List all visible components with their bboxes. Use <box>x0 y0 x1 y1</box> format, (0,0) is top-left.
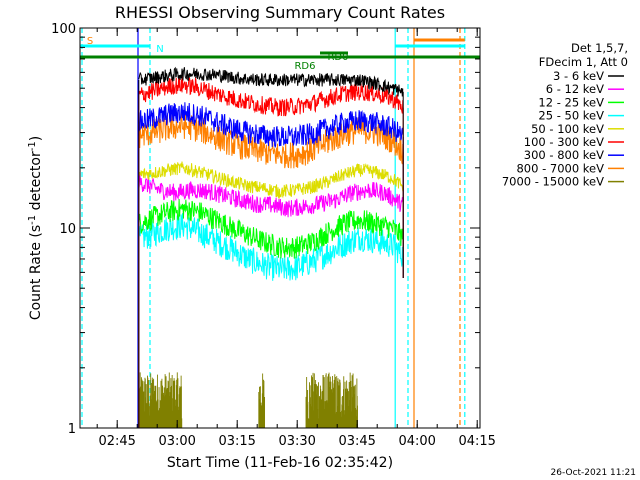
x-tick-label-2: 03:15 <box>218 434 255 449</box>
legend-entry-4: 50 - 100 keV <box>531 122 604 136</box>
series-8 <box>138 372 359 428</box>
series-6 <box>138 102 404 149</box>
x-tick-label-3: 03:30 <box>278 434 315 449</box>
x-tick-label-1: 03:00 <box>158 434 195 449</box>
series-0 <box>138 66 404 97</box>
legend-entry-7: 800 - 7000 keV <box>516 161 604 175</box>
marker-label-n: N <box>156 44 163 55</box>
x-tick-label-6: 04:15 <box>458 434 495 449</box>
x-axis-label: Start Time (11-Feb-16 02:35:42) <box>167 455 393 471</box>
legend-entry-3: 25 - 50 keV <box>538 109 604 123</box>
series-7 <box>138 113 404 169</box>
series-4 <box>138 161 404 200</box>
y-tick-label-1: 10 <box>59 222 76 237</box>
marker-label-rd0: RD0 <box>327 52 348 63</box>
legend-header-1: FDecim 1, Att 0 <box>539 55 628 69</box>
series-8-burst-1 <box>258 373 266 428</box>
series-2 <box>138 199 404 259</box>
marker-label-rd6: RD6 <box>294 61 315 72</box>
x-tick-label-5: 04:00 <box>398 434 435 449</box>
x-tick-label-0: 02:45 <box>98 434 135 449</box>
legend-header-0: Det 1,5,7, <box>571 41 628 55</box>
series-8-burst-0 <box>138 372 183 428</box>
plot-area: S N RD6 RD0 <box>80 28 480 428</box>
series-8-burst-2 <box>305 372 359 428</box>
marker-label-s: S <box>87 36 93 47</box>
legend-entry-6: 300 - 800 keV <box>524 148 604 162</box>
legend-entry-0: 3 - 6 keV <box>553 69 604 83</box>
series-1 <box>138 174 404 218</box>
series-5 <box>138 76 404 117</box>
legend-entry-2: 12 - 25 keV <box>538 95 604 109</box>
x-tick-label-4: 03:45 <box>338 434 375 449</box>
legend-entry-8: 7000 - 15000 keV <box>502 175 604 189</box>
chart-title: RHESSI Observing Summary Count Rates <box>115 3 445 22</box>
series-3 <box>138 213 404 281</box>
axes: 02:45 03:00 03:15 03:30 03:45 04:00 04:15 1 10 10… <box>51 22 496 449</box>
legend-entry-1: 6 - 12 keV <box>546 82 604 96</box>
timestamp: 26-Oct-2021 11:21 <box>551 468 636 478</box>
legend-entry-5: 100 - 300 keV <box>524 135 604 149</box>
y-axis-label: Count Rate (s-1 detector-1) <box>27 136 44 320</box>
y-tick-label-2: 100 <box>51 22 76 37</box>
y-tick-label-0: 1 <box>68 422 76 437</box>
